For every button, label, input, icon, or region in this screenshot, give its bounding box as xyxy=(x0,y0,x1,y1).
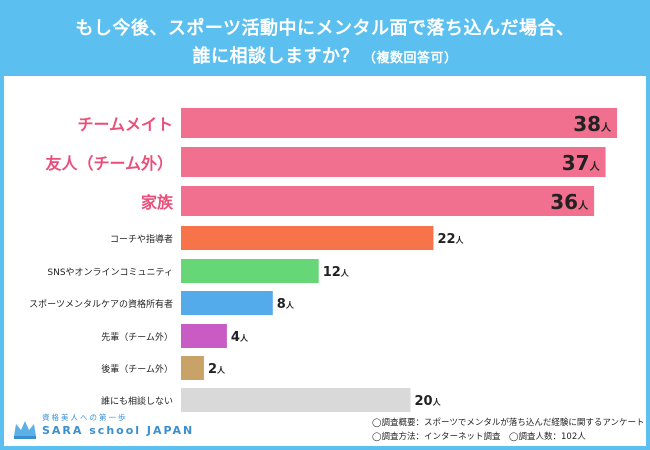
crown-icon xyxy=(14,421,36,439)
chart-title-line1: もし今後、スポーツ活動中にメンタル面で落ち込んだ場合、 xyxy=(75,18,575,39)
chart-header: もし今後、スポーツ活動中にメンタル面で落ち込んだ場合、 誰に相談しますか？ （複数… xyxy=(0,0,650,76)
value-label: 12人 xyxy=(323,265,350,280)
chart-title-sub: （複数回答可） xyxy=(362,51,458,66)
bar xyxy=(181,388,411,412)
sara-school-logo: 資格美人への第一歩 SARA school JAPAN xyxy=(12,412,212,446)
bar xyxy=(181,259,319,283)
category-label: 先輩（チーム外） xyxy=(101,331,173,343)
category-label: スポーツメンタルケアの資格所有者 xyxy=(29,298,173,310)
category-label: 家族 xyxy=(141,193,174,212)
value-label: 8人 xyxy=(277,297,295,312)
bar xyxy=(181,291,273,315)
bar xyxy=(181,186,595,216)
value-label: 4人 xyxy=(231,330,249,345)
value-label: 2人 xyxy=(208,362,226,377)
category-label: SNSやオンラインコミュニティ xyxy=(47,267,173,278)
chart-title-line2: 誰に相談しますか？ （複数回答可） xyxy=(0,42,650,68)
chart-title-main: 誰に相談しますか？ xyxy=(192,46,359,67)
category-label: 誰にも相談しない xyxy=(101,395,173,407)
bar xyxy=(181,147,606,177)
bar xyxy=(181,226,434,250)
logo-name: SARA school JAPAN xyxy=(42,424,195,437)
category-label: 友人（チーム外） xyxy=(45,154,173,173)
value-label: 20人 xyxy=(415,394,442,409)
survey-method-note: ◯調査方法：インターネット調査 ◯調査人数：102人 xyxy=(372,432,586,442)
bar xyxy=(181,324,227,348)
category-label: 後輩（チーム外） xyxy=(101,363,173,375)
survey-summary-note: ◯調査概要：スポーツでメンタルが落ち込んだ経験に関するアンケート xyxy=(372,418,645,428)
logo-tagline: 資格美人への第一歩 xyxy=(42,413,128,422)
bar xyxy=(181,108,618,138)
bar xyxy=(181,356,204,380)
category-label: コーチや指導者 xyxy=(110,233,173,245)
value-label: 22人 xyxy=(437,232,464,247)
category-label: チームメイト xyxy=(77,115,173,134)
